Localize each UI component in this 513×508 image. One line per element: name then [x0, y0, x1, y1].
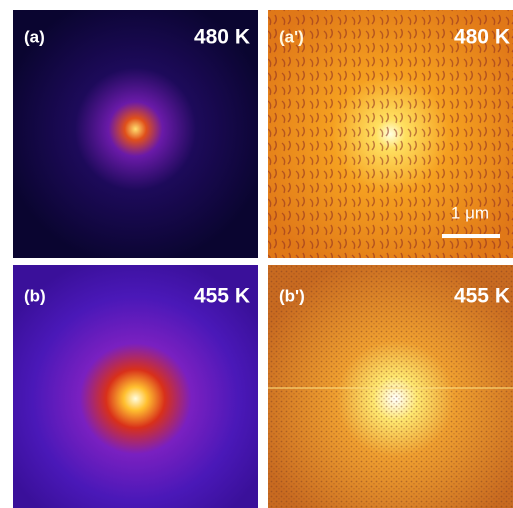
temperature: 455 K — [454, 285, 510, 308]
scale-bar-label: 1 μm — [451, 203, 489, 222]
scale-bar — [442, 234, 500, 238]
panel-label: (a') — [279, 27, 304, 46]
panel-a-prime: (a') 480 K 1 μm — [268, 10, 513, 258]
panel-label: (b') — [279, 286, 305, 305]
panel-label: (b) — [24, 286, 46, 305]
panel-a: (a) 480 K — [13, 10, 258, 258]
panel-label: (a) — [24, 27, 45, 46]
figure: (a) 480 K (a') 480 K 1 μm (b) 455 K (b')… — [0, 0, 513, 508]
temperature: 480 K — [454, 26, 510, 49]
panel-b: (b) 455 K — [13, 265, 258, 508]
panel-b-prime: (b') 455 K — [268, 265, 513, 508]
temperature: 455 K — [194, 285, 250, 308]
temperature: 480 K — [194, 26, 250, 49]
